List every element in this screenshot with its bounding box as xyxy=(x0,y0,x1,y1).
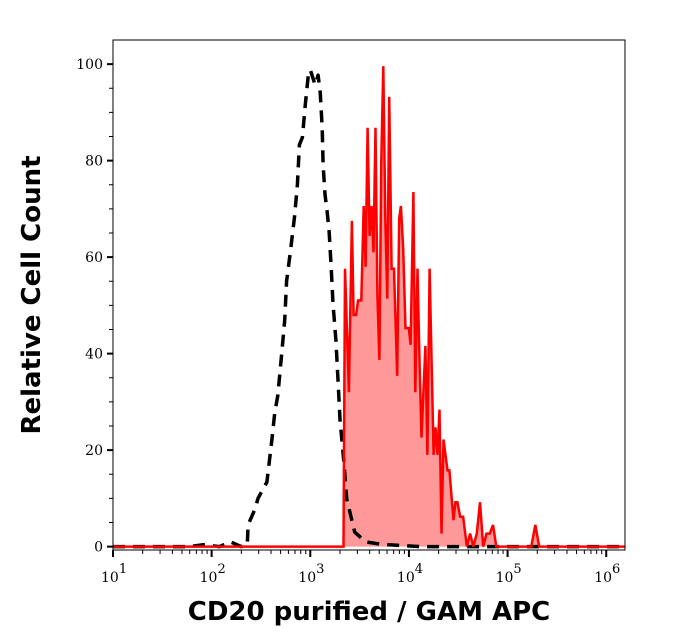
x-tick-base: 10 xyxy=(496,570,514,586)
x-tick-label: 101 xyxy=(101,562,127,586)
x-tick-base: 10 xyxy=(101,570,119,586)
x-tick-exponent: 1 xyxy=(119,562,127,577)
x-tick-exponent: 4 xyxy=(415,562,423,577)
series-line-cd20 xyxy=(113,66,625,548)
y-tick-label: 60 xyxy=(85,250,103,266)
y-tick-label: 0 xyxy=(94,540,103,556)
x-tick-label: 106 xyxy=(594,562,620,586)
y-tick-label: 100 xyxy=(76,57,103,73)
y-tick-label: 80 xyxy=(85,154,103,170)
x-tick-exponent: 5 xyxy=(513,562,521,577)
y-axis-title: Relative Cell Count xyxy=(17,155,47,434)
x-tick-base: 10 xyxy=(594,570,612,586)
x-tick-label: 104 xyxy=(397,562,423,586)
series-fill-cd20 xyxy=(113,66,625,547)
x-tick-label: 103 xyxy=(298,562,324,586)
x-tick-base: 10 xyxy=(200,570,218,586)
x-tick-exponent: 3 xyxy=(316,562,324,577)
x-tick-exponent: 6 xyxy=(612,562,620,577)
x-tick-exponent: 2 xyxy=(217,562,225,577)
x-tick-label: 102 xyxy=(200,562,226,586)
plot-area xyxy=(113,66,625,549)
series-line-control xyxy=(113,68,625,549)
x-tick-base: 10 xyxy=(397,570,415,586)
x-axis-title: CD20 purified / GAM APC xyxy=(188,597,551,627)
y-tick-label: 20 xyxy=(85,443,103,459)
y-tick-label: 40 xyxy=(85,347,103,363)
x-tick-base: 10 xyxy=(298,570,316,586)
x-tick-label: 105 xyxy=(496,562,522,586)
plot-frame xyxy=(112,39,626,551)
